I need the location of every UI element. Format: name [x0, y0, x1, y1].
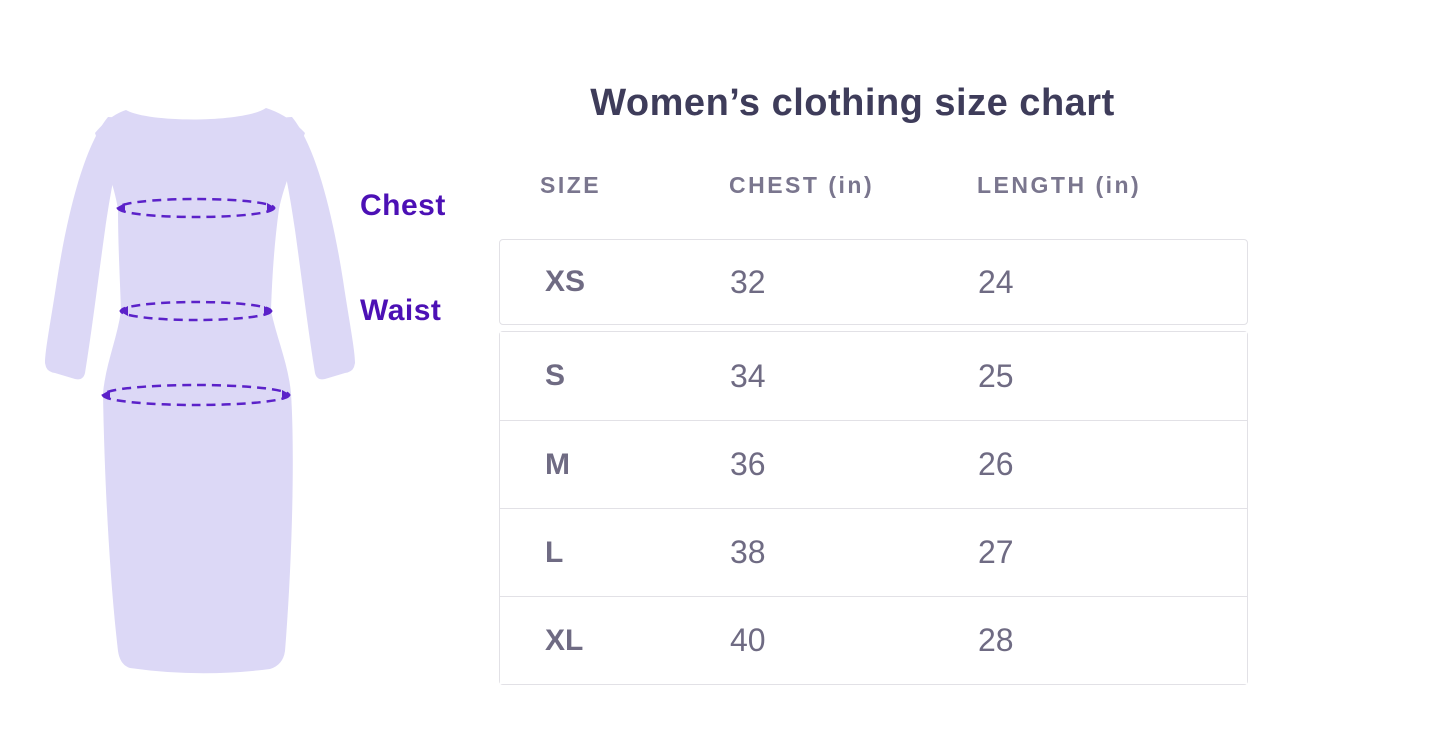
length-cell: 26: [978, 446, 1014, 482]
page-title: Women’s clothing size chart: [590, 82, 1115, 124]
table-body: S 34 25 M 36 26 L 38 27 XL 40 28: [499, 331, 1248, 685]
chest-cell: 38: [730, 534, 766, 570]
size-cell: M: [545, 447, 570, 481]
table-row: XS 32 24: [499, 239, 1248, 325]
waist-label: Waist: [360, 294, 442, 327]
chest-cell: 40: [730, 622, 766, 658]
column-header-chest: CHEST (in): [729, 172, 875, 198]
dress-left-sleeve: [45, 117, 128, 380]
chest-cell: 32: [730, 263, 766, 300]
length-cell: 25: [978, 357, 1014, 394]
dress-right-sleeve: [272, 117, 355, 380]
table-row: L 38 27: [500, 508, 1247, 596]
chest-cell: 36: [730, 446, 766, 482]
table-row: M 36 26: [500, 420, 1247, 508]
dress-silhouette: [95, 108, 305, 674]
table-row: S 34 25: [500, 332, 1247, 420]
size-cell: L: [545, 535, 564, 569]
length-cell: 24: [978, 263, 1014, 300]
chest-measure-line: [116, 197, 276, 219]
waist-measure-line: [119, 300, 273, 322]
table-header-row: SIZE CHEST (in) LENGTH (in): [0, 172, 1445, 200]
length-cell: 28: [978, 622, 1014, 658]
table-row: XL 40 28: [500, 596, 1247, 684]
length-cell: 27: [978, 534, 1014, 570]
chest-cell: 34: [730, 357, 766, 394]
size-cell: S: [545, 359, 566, 392]
hip-measure-line: [101, 383, 291, 407]
chest-label: Chest: [360, 189, 446, 222]
column-header-length: LENGTH (in): [977, 172, 1142, 198]
size-cell: XS: [545, 265, 586, 298]
dress-illustration: [45, 108, 355, 674]
size-cell: XL: [545, 623, 584, 657]
column-header-size: SIZE: [540, 172, 602, 198]
